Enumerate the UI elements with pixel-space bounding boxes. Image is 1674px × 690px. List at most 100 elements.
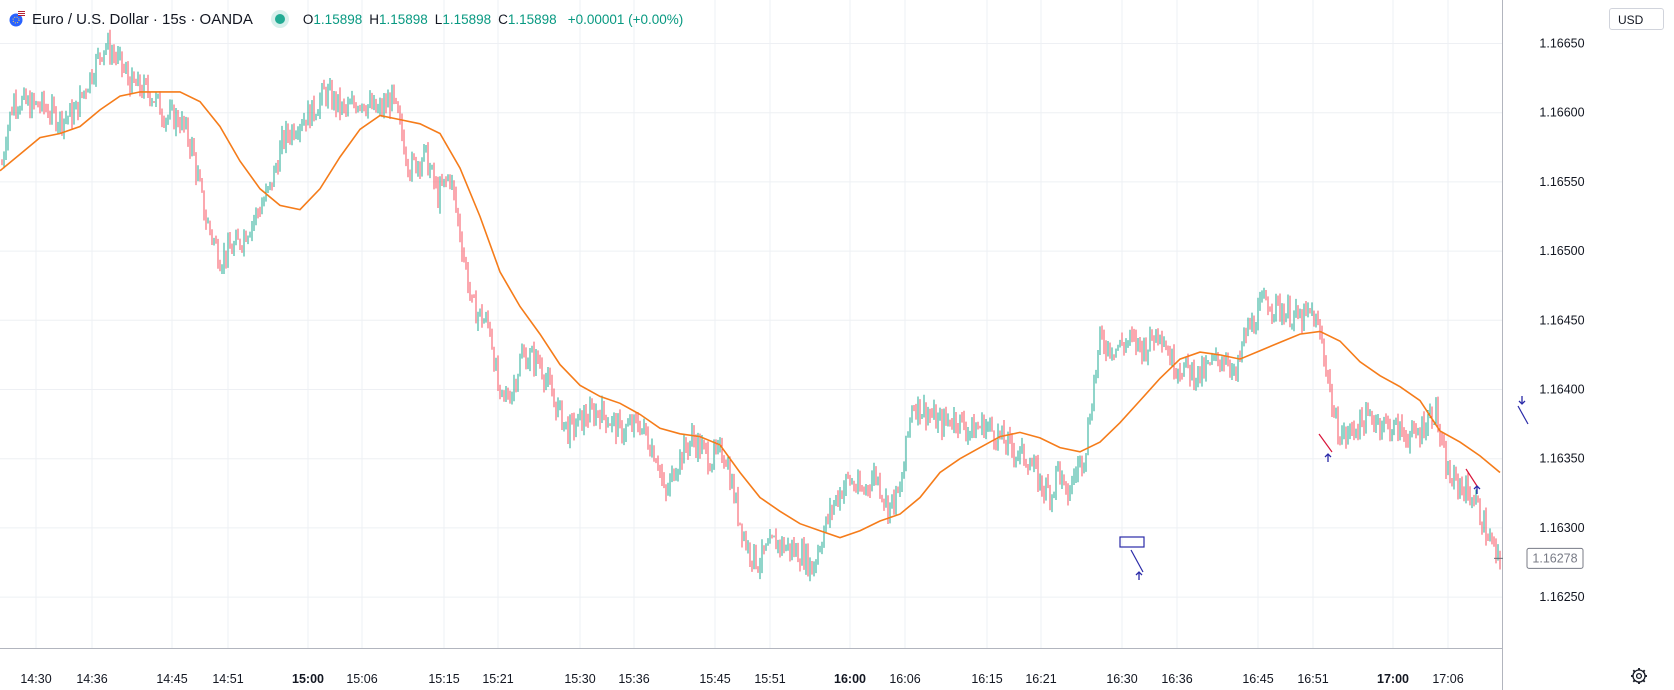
candle-body (459, 219, 461, 238)
candle-body (471, 294, 473, 296)
candle-body (39, 107, 41, 109)
candle-body (397, 102, 399, 113)
ohlc-open-value: 1.15898 (313, 11, 363, 27)
candle-body (909, 418, 911, 433)
candle-body (547, 374, 549, 380)
candle-body (1337, 413, 1339, 441)
candle-body (127, 68, 129, 80)
candle-body (1409, 435, 1411, 446)
candle-body (1191, 364, 1193, 380)
candle-body (55, 108, 57, 129)
candle-body (1351, 425, 1353, 429)
currency-selector[interactable]: USD (1609, 8, 1664, 30)
candle-body (903, 464, 905, 479)
candle-body (349, 103, 351, 105)
candle-body (79, 92, 81, 116)
y-tick-label: 1.16250 (1539, 590, 1584, 604)
candle-body (1305, 306, 1307, 312)
candle-body (571, 417, 573, 419)
candle-body (255, 210, 257, 220)
candle-body (1117, 346, 1119, 349)
candle-body (1317, 317, 1319, 324)
candle-body (1449, 464, 1451, 483)
symbol-title[interactable]: Euro / U.S. Dollar · 15s · OANDA (32, 10, 253, 28)
candle-body (823, 530, 825, 546)
candle-body (675, 475, 677, 480)
candle-body (855, 488, 857, 491)
candle-body (593, 407, 595, 422)
candle-body (887, 496, 889, 519)
candle-body (133, 72, 135, 82)
candle-body (769, 536, 771, 544)
candle-body (489, 323, 491, 334)
candle-body (155, 95, 157, 103)
candle-body (1173, 351, 1175, 374)
candle-body (193, 141, 195, 156)
candle-body (715, 444, 717, 450)
candle-body (1073, 475, 1075, 478)
candle-body (405, 153, 407, 161)
candle-body (697, 437, 699, 455)
candle-body (449, 176, 451, 184)
candle-body (1245, 330, 1247, 336)
axes-layer: 1.16650 1.16600 1.16550 1.16500 1.16450 1.164… (0, 0, 1585, 690)
candle-body (1405, 433, 1407, 442)
candle-body (1001, 427, 1003, 437)
candle-body (1031, 465, 1033, 467)
candle-body (501, 390, 503, 392)
candle-body (817, 550, 819, 562)
candle-body (43, 94, 45, 108)
candle-body (487, 315, 489, 324)
candle-body (951, 425, 953, 427)
candle-body (221, 266, 223, 271)
candle-body (21, 98, 23, 110)
candle-body (215, 239, 217, 243)
candle-body (1241, 344, 1243, 358)
candle-body (711, 464, 713, 471)
candle-body (105, 46, 107, 51)
candle-body (1489, 536, 1491, 541)
candle-body (883, 499, 885, 504)
candle-body (33, 96, 35, 104)
candle-body (1229, 361, 1231, 372)
candle-body (1325, 359, 1327, 375)
candle-body (1011, 437, 1013, 451)
candle-body (203, 190, 205, 218)
candle-body (839, 491, 841, 505)
candle-body (645, 423, 647, 434)
candle-body (243, 233, 245, 249)
market-status-dot[interactable] (274, 14, 285, 24)
candle-body (1491, 536, 1493, 541)
candle-body (1357, 431, 1359, 435)
gear-icon[interactable] (1630, 667, 1648, 685)
candle-body (639, 428, 641, 434)
candle-body (509, 397, 511, 402)
candle-body (277, 166, 279, 172)
euro-dollar-flag-icon[interactable] (8, 10, 26, 28)
candle-body (999, 430, 1001, 437)
candle-body (1067, 489, 1069, 500)
candle-body (97, 52, 99, 57)
candle-body (981, 417, 983, 428)
candle-body (705, 444, 707, 449)
candle-body (161, 114, 163, 121)
candle-body (1161, 336, 1163, 345)
candle-body (1063, 475, 1065, 482)
candle-body (565, 421, 567, 423)
candle-body (537, 352, 539, 363)
candle-body (879, 478, 881, 497)
candle-body (57, 125, 59, 129)
candle-body (1327, 374, 1329, 378)
candle-body (67, 116, 69, 118)
candle-body (1041, 475, 1043, 491)
candle-body (173, 106, 175, 129)
candle-body (183, 117, 185, 127)
candle-body (365, 109, 367, 114)
candle-body (587, 420, 589, 422)
candle-body (559, 402, 561, 404)
candle-body (875, 469, 877, 481)
candle-body (351, 99, 353, 104)
candle-body (1013, 450, 1015, 461)
